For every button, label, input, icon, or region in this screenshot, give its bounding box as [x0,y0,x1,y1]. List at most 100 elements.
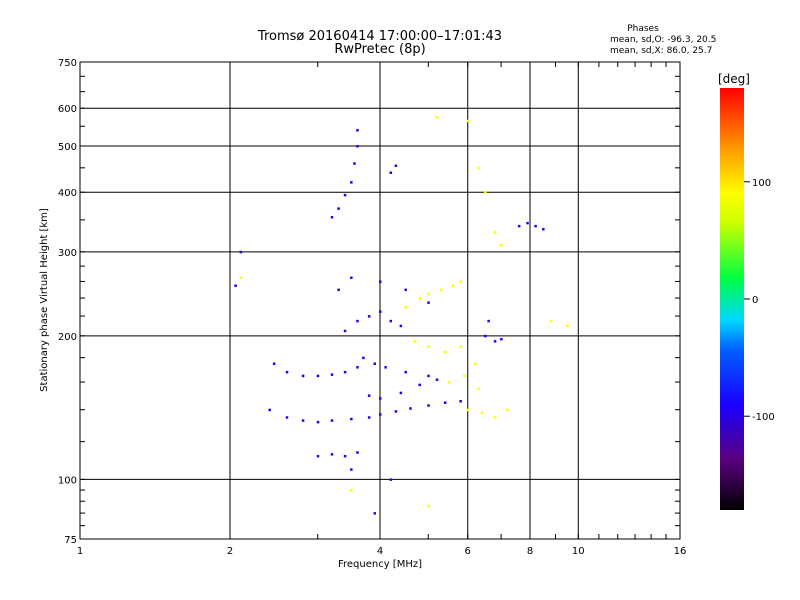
data-point-x [439,288,443,292]
data-point-x [500,244,503,247]
data-point-o [427,404,430,407]
data-point-o [373,362,377,365]
data-point-x [493,231,497,234]
data-point-x [427,345,430,348]
data-point-o [427,374,430,378]
data-point-x [506,408,509,412]
data-point-o [330,373,334,376]
y-tick-labels: 75 100 200 300 400 500 600 750 [58,58,77,546]
data-point-o [399,391,403,395]
data-point-o [367,394,371,397]
data-point-x [484,191,487,194]
x-tick-label: 1 [77,546,83,557]
data-point-x [239,276,243,280]
data-point-x [477,387,480,391]
colorbar-tick-label: -100 [752,412,775,423]
data-point-o [316,454,320,458]
data-points [234,116,569,515]
x-tick-label: 10 [572,546,585,557]
data-point-o [379,310,382,313]
data-point-o [379,413,382,416]
data-point-o [350,276,353,280]
colorbar-tick-label: 100 [752,178,771,189]
y-tick-label: 300 [58,248,77,259]
data-point-x [350,489,353,492]
data-point-o [418,383,421,387]
y-tick-label: 200 [58,332,77,343]
data-point-o [389,171,393,174]
data-point-o [350,181,353,184]
data-point-x [427,504,430,508]
data-point-o [404,370,407,374]
data-point-o [379,280,382,283]
data-point-o [356,451,359,454]
data-point-x [493,416,497,419]
data-point-o [394,164,398,168]
y-tick-label: 600 [58,104,77,115]
colorbar [720,88,744,510]
data-point-x [466,408,470,412]
data-point-o [285,370,289,374]
x-tick-label: 8 [527,546,533,557]
data-point-x [566,324,569,328]
data-point-o [484,334,487,338]
data-point-o [373,512,377,515]
data-point-o [404,288,407,292]
data-point-x [463,374,466,378]
data-point-x [477,166,480,170]
y-tick-label: 750 [58,58,77,69]
data-point-o [356,319,359,323]
data-point-o [343,454,347,458]
data-point-o [435,378,439,381]
y-tick-label: 400 [58,188,77,199]
data-point-o [459,400,462,403]
stats-o: mean, sd,O: -96.3, 20.5 [610,35,716,45]
data-point-o [384,366,387,369]
data-point-o [389,478,393,481]
data-point-o [356,366,359,369]
data-point-o [301,419,305,422]
data-point-o [301,374,305,378]
data-point-x [473,362,477,365]
data-point-x [404,305,407,309]
x-tick-label: 2 [227,546,233,557]
data-point-o [356,129,359,132]
data-point-o [316,420,320,424]
data-point-x [418,297,421,300]
data-point-x [459,280,462,283]
data-point-o [534,224,537,228]
data-point-x [451,284,455,287]
data-point-x [466,119,470,123]
data-point-o [330,419,334,422]
data-point-o [394,410,398,413]
data-point-o [526,221,529,225]
data-point-o [409,407,412,410]
grid-lines [80,62,680,539]
data-point-o [487,319,490,323]
data-point-o [337,207,340,210]
x-tick-label: 4 [377,546,383,557]
data-point-o [337,288,340,292]
axis-ticks [79,61,681,540]
chart-subtitle: RwPretec (8p) [334,42,425,57]
data-point-o [500,337,503,341]
y-tick-label: 100 [58,475,77,486]
data-point-o [493,340,497,343]
x-tick-label: 6 [465,546,471,557]
data-point-o [389,319,393,323]
y-tick-label: 500 [58,142,77,153]
colorbar-unit: [deg] [718,72,750,86]
data-point-o [379,397,382,400]
stats-label: Phases [627,24,659,34]
data-point-o [268,408,271,412]
x-axis-label: Frequency [MHz] [338,559,422,570]
data-point-o [427,301,430,304]
data-point-x [443,350,447,354]
data-point-o [367,315,371,318]
y-tick-label: 75 [64,535,77,546]
data-point-o [353,162,356,165]
data-point-x [459,345,462,348]
data-point-o [443,401,447,404]
data-point-o [343,370,347,374]
